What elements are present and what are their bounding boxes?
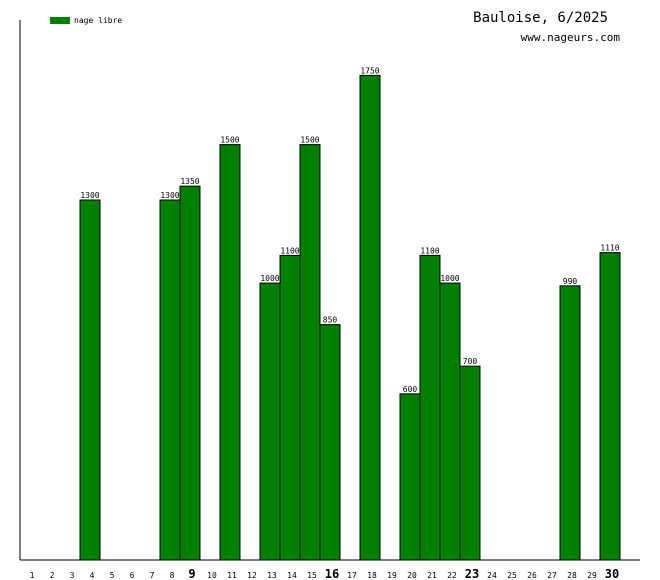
x-tick-label-20: 20 [407,571,417,580]
x-tick-label-10: 10 [207,571,217,580]
x-tick-label-8: 8 [170,571,175,580]
x-tick-label-27: 27 [547,571,557,580]
data-label-13: 1000 [260,274,279,283]
data-label-22: 1000 [440,274,459,283]
chart-title: Bauloise, 6/2025 [473,10,608,26]
data-label-4: 1300 [80,191,99,200]
data-label-18: 1750 [360,66,379,75]
bar-13 [259,282,281,561]
x-tick-label-18: 18 [367,571,377,580]
data-label-8: 1300 [160,191,179,200]
bar-28 [559,285,581,561]
legend-swatch [50,17,70,24]
x-tick-label-15: 15 [307,571,317,580]
data-label-30: 1110 [600,244,619,253]
bar-21 [419,254,441,561]
data-label-28: 990 [563,277,578,286]
x-tick-label-19: 19 [387,571,397,580]
data-label-15: 1500 [300,136,319,145]
x-tick-label-2: 2 [50,571,55,580]
x-tick-label-24: 24 [487,571,497,580]
data-label-20: 600 [403,385,418,394]
data-label-23: 700 [463,357,478,366]
bar-18 [359,74,381,561]
x-tick-label-21: 21 [427,571,437,580]
bar-14 [279,254,301,561]
legend-label: nage libre [74,16,123,25]
bar-30 [599,252,621,561]
bar-23 [459,365,481,561]
x-tick-label-22: 22 [447,571,457,580]
bar-8 [159,199,181,561]
site-url: www.nageurs.com [520,31,620,44]
x-tick-label-16: 16 [325,567,339,580]
bar-22 [439,282,461,561]
bar-15 [299,144,321,561]
x-tick-label-3: 3 [70,571,75,580]
x-tick-label-5: 5 [110,571,115,580]
bar-4 [79,199,101,561]
data-label-9: 1350 [180,177,199,186]
x-tick-label-11: 11 [227,571,237,580]
x-tick-label-23: 23 [465,567,479,580]
bar-16 [319,324,341,561]
x-tick-label-26: 26 [527,571,537,580]
x-tick-label-7: 7 [150,571,155,580]
x-tick-label-13: 13 [267,571,277,580]
x-tick-label-14: 14 [287,571,297,580]
x-tick-label-1: 1 [30,571,35,580]
bar-20 [399,393,421,561]
x-tick-label-28: 28 [567,571,577,580]
x-tick-label-30: 30 [605,567,619,580]
x-tick-label-25: 25 [507,571,517,580]
data-label-21: 1100 [420,246,439,255]
bar-11 [219,144,241,561]
x-tick-label-6: 6 [130,571,135,580]
data-label-11: 1500 [220,136,239,145]
bar-9 [179,185,201,561]
x-tick-label-17: 17 [347,571,357,580]
legend: nage libre [50,16,122,25]
x-tick-label-12: 12 [247,571,257,580]
x-tick-label-4: 4 [90,571,95,580]
x-tick-label-9: 9 [188,567,195,580]
x-tick-label-29: 29 [587,571,597,580]
data-label-14: 1100 [280,246,299,255]
data-label-16: 850 [323,316,338,325]
